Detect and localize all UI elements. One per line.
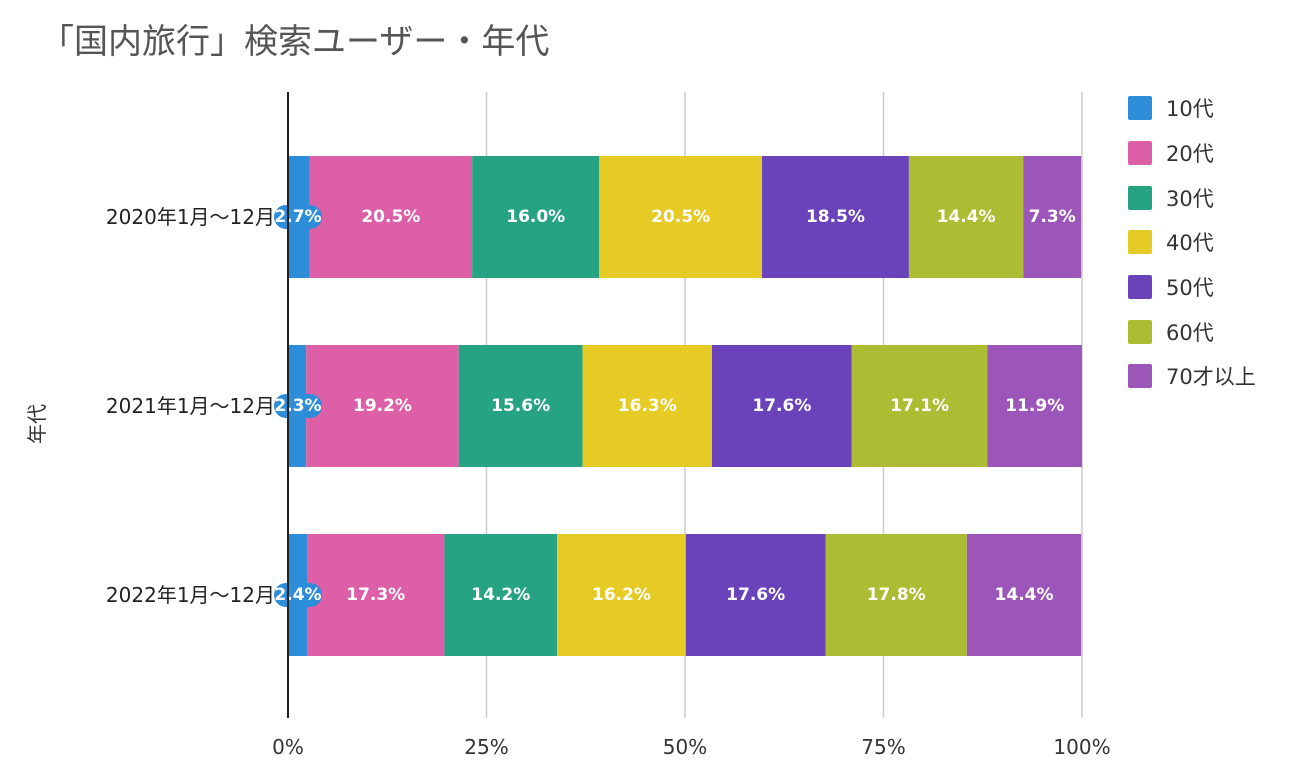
data-label: 17.3% [346, 585, 405, 605]
legend-label: 40代 [1166, 231, 1214, 256]
data-label: 19.2% [353, 396, 412, 416]
bar-segment [908, 156, 1024, 278]
data-label: 2.7% [274, 207, 321, 227]
data-label-bubble [274, 583, 322, 607]
legend-swatch [1128, 96, 1152, 121]
bar-segment [458, 345, 583, 467]
data-label: 18.5% [806, 207, 865, 227]
bar-segment [599, 156, 763, 278]
data-label: 17.6% [752, 396, 811, 416]
data-label: 20.5% [361, 207, 420, 227]
legend-label: 70才以上 [1166, 365, 1256, 390]
bars [288, 156, 1082, 656]
data-label-bubble [274, 394, 322, 418]
legend-swatch [1128, 141, 1152, 166]
bar-segment [557, 534, 686, 656]
bar-segment [711, 345, 852, 467]
bar-segment [306, 345, 459, 467]
data-label: 2.4% [274, 585, 321, 605]
data-label: 16.0% [506, 207, 565, 227]
x-tick-label: 75% [861, 735, 905, 759]
category-label: 2022年1月～12月 [106, 583, 275, 607]
x-tick-label: 100% [1053, 735, 1110, 759]
legend-label: 20代 [1166, 142, 1214, 167]
bar-segment [851, 345, 988, 467]
y-axis-title: 年代 [25, 404, 49, 444]
legend-item: 10代 [1128, 86, 1256, 131]
data-label: 17.1% [890, 396, 949, 416]
legend-item: 60代 [1128, 309, 1256, 354]
bar-segment [966, 534, 1082, 656]
legend-swatch [1128, 230, 1152, 255]
legend-swatch [1128, 364, 1152, 389]
x-tick-label: 50% [663, 735, 707, 759]
category-label: 2021年1月～12月 [106, 394, 275, 418]
bar-segment [825, 534, 967, 656]
data-label: 2.3% [274, 396, 321, 416]
bar-segment [685, 534, 826, 656]
data-label: 14.4% [937, 207, 996, 227]
legend-label: 50代 [1166, 276, 1214, 301]
bar-segment [762, 156, 909, 278]
legend-item: 20代 [1128, 131, 1256, 176]
legend-item: 40代 [1128, 220, 1256, 265]
legend: 10代 20代 30代 40代 50代 60代 70才以上 [1128, 86, 1256, 399]
legend-item: 70才以上 [1128, 354, 1256, 399]
bar-segment [307, 534, 445, 656]
legend-swatch [1128, 319, 1152, 344]
data-label: 17.8% [867, 585, 926, 605]
legend-item: 30代 [1128, 175, 1256, 220]
legend-swatch [1128, 185, 1152, 210]
legend-swatch [1128, 275, 1152, 300]
data-label: 16.3% [618, 396, 677, 416]
data-label: 20.5% [651, 207, 710, 227]
bar-segment [582, 345, 712, 467]
category-label: 2020年1月～12月 [106, 205, 275, 229]
x-tick-label: 25% [464, 735, 508, 759]
data-label: 14.2% [471, 585, 530, 605]
axes: 0% 25% 50% 75% 100% 2020年1月～12月 2.7% 20.5% 16.0%… [106, 92, 1111, 759]
legend-label: 60代 [1166, 320, 1214, 345]
x-tick-label: 0% [272, 735, 304, 759]
chart-title: 「国内旅行」検索ユーザー・年代 [40, 22, 550, 62]
legend-item: 50代 [1128, 265, 1256, 310]
data-label: 7.3% [1029, 207, 1076, 227]
data-label: 11.9% [1005, 396, 1064, 416]
bar-segment [472, 156, 600, 278]
bar-segment [1023, 156, 1082, 278]
data-label: 15.6% [491, 396, 550, 416]
data-label: 17.6% [726, 585, 785, 605]
data-label-bubble [274, 205, 322, 229]
data-label: 16.2% [592, 585, 651, 605]
data-label: 14.4% [995, 585, 1054, 605]
bar-segment [987, 345, 1082, 467]
legend-label: 30代 [1166, 186, 1214, 211]
bar-segment [309, 156, 473, 278]
legend-label: 10代 [1166, 97, 1214, 122]
bar-segment [444, 534, 558, 656]
